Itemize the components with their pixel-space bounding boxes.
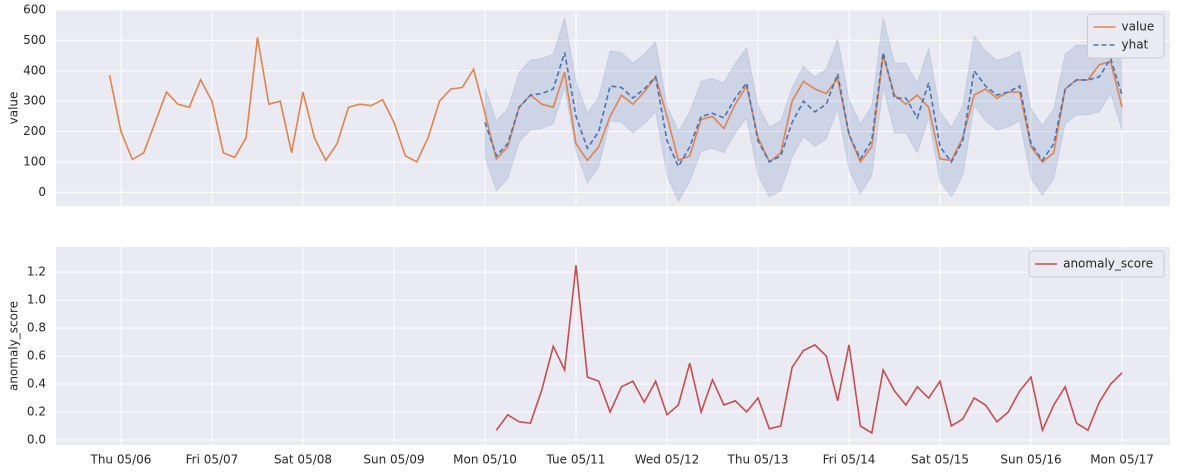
y-tick-label: 400: [23, 63, 46, 77]
x-tick-label: Fri 05/07: [186, 453, 239, 467]
x-tick-label: Fri 05/14: [823, 453, 876, 467]
y-tick-label: 600: [23, 3, 46, 17]
plot-area: [56, 10, 1170, 206]
legend-label: anomaly_score: [1063, 257, 1153, 271]
data-line: [108, 37, 1123, 164]
y-tick-label: 500: [23, 33, 46, 47]
x-tick-label: Thu 05/13: [727, 453, 789, 467]
y-axis-label: value: [7, 92, 21, 125]
y-tick-label: 0.8: [27, 321, 46, 335]
y-tick-label: 1.2: [27, 265, 46, 279]
x-tick-label: Thu 05/06: [90, 453, 152, 467]
data-line: [484, 52, 1123, 169]
x-tick-label: Sat 05/08: [274, 453, 332, 467]
x-tick-label: Mon 05/17: [1090, 453, 1154, 467]
legend: anomaly_score: [1028, 250, 1165, 278]
y-tick-label: 200: [23, 124, 46, 138]
y-tick-label: 1.0: [27, 293, 46, 307]
legend-box: [1028, 250, 1165, 278]
y-tick-label: 100: [23, 154, 46, 168]
legend-box: [1087, 13, 1165, 59]
x-tick-label: Tue 05/11: [546, 453, 606, 467]
y-tick-label: 0.4: [27, 377, 46, 391]
plot-area: [56, 247, 1170, 445]
y-axis-label: anomaly_score: [7, 301, 21, 391]
x-tick-label: Sun 05/16: [1000, 453, 1061, 467]
legend: value yhat: [1087, 13, 1165, 59]
y-tick-label: 0: [38, 185, 46, 199]
legend-label: yhat: [1122, 38, 1149, 52]
y-tick-label: 0.0: [27, 432, 46, 446]
confidence-band: [484, 17, 1123, 203]
y-tick-label: 0.6: [27, 349, 46, 363]
x-tick-label: Sat 05/15: [911, 453, 969, 467]
x-tick-label: Wed 05/12: [635, 453, 700, 467]
y-tick-label: 300: [23, 94, 46, 108]
data-line: [495, 265, 1123, 435]
legend-label: value: [1122, 20, 1155, 34]
y-tick-label: 0.2: [27, 405, 46, 419]
x-tick-label: Sun 05/09: [363, 453, 424, 467]
x-tick-label: Mon 05/10: [453, 453, 517, 467]
